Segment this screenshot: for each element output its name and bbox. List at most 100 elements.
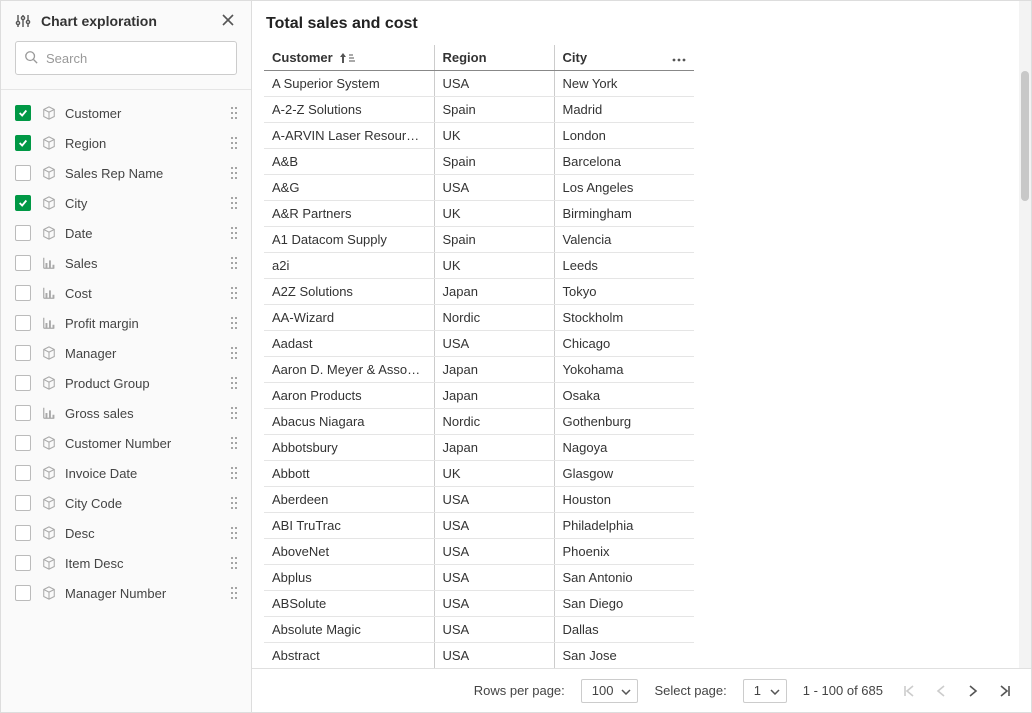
field-row[interactable]: Desc: [1, 518, 251, 548]
table-row[interactable]: ABI TruTracUSAPhiladelphia: [264, 513, 694, 539]
field-row[interactable]: Manager Number: [1, 578, 251, 608]
column-header-customer[interactable]: Customer: [264, 45, 434, 71]
search-input[interactable]: [44, 50, 228, 67]
field-row[interactable]: Cost: [1, 278, 251, 308]
checkbox[interactable]: [15, 345, 31, 361]
field-row[interactable]: City: [1, 188, 251, 218]
table-row[interactable]: A1 Datacom SupplySpainValencia: [264, 227, 694, 253]
field-row[interactable]: Sales Rep Name: [1, 158, 251, 188]
checkbox[interactable]: [15, 105, 31, 121]
next-page-button[interactable]: [963, 681, 983, 701]
table-row[interactable]: AberdeenUSAHouston: [264, 487, 694, 513]
checkbox[interactable]: [15, 525, 31, 541]
table-row[interactable]: ABSoluteUSASan Diego: [264, 591, 694, 617]
checkbox[interactable]: [15, 555, 31, 571]
field-row[interactable]: Date: [1, 218, 251, 248]
drag-handle-icon[interactable]: [227, 466, 241, 480]
table-scroll[interactable]: Customer Region: [264, 45, 1019, 668]
checkbox[interactable]: [15, 495, 31, 511]
field-row[interactable]: Profit margin: [1, 308, 251, 338]
dimension-icon: [41, 195, 57, 211]
table-row[interactable]: AadastUSAChicago: [264, 331, 694, 357]
table-row[interactable]: A2Z SolutionsJapanTokyo: [264, 279, 694, 305]
checkbox[interactable]: [15, 435, 31, 451]
table-row[interactable]: a2iUKLeeds: [264, 253, 694, 279]
drag-handle-icon[interactable]: [227, 106, 241, 120]
field-label: City: [65, 196, 227, 211]
last-page-button[interactable]: [995, 681, 1015, 701]
field-row[interactable]: Gross sales: [1, 398, 251, 428]
cell-region: USA: [434, 643, 554, 669]
field-row[interactable]: Region: [1, 128, 251, 158]
drag-handle-icon[interactable]: [227, 556, 241, 570]
checkbox[interactable]: [15, 585, 31, 601]
cell-city: Birmingham: [554, 201, 694, 227]
field-row[interactable]: City Code: [1, 488, 251, 518]
checkbox[interactable]: [15, 315, 31, 331]
table-row[interactable]: A&GUSALos Angeles: [264, 175, 694, 201]
column-header-region[interactable]: Region: [434, 45, 554, 71]
table-row[interactable]: Aaron D. Meyer & AssociatesJapanYokohama: [264, 357, 694, 383]
field-row[interactable]: Item Desc: [1, 548, 251, 578]
select-page-select[interactable]: 1: [743, 679, 787, 703]
table-row[interactable]: A-ARVIN Laser ResourcesUKLondon: [264, 123, 694, 149]
table-row[interactable]: AbbotsburyJapanNagoya: [264, 435, 694, 461]
rows-per-page-select[interactable]: 100: [581, 679, 639, 703]
checkbox[interactable]: [15, 225, 31, 241]
more-icon[interactable]: [672, 50, 686, 65]
checkbox[interactable]: [15, 465, 31, 481]
table-row[interactable]: AboveNetUSAPhoenix: [264, 539, 694, 565]
table-row[interactable]: A&R PartnersUKBirmingham: [264, 201, 694, 227]
drag-handle-icon[interactable]: [227, 316, 241, 330]
table-row[interactable]: AbplusUSASan Antonio: [264, 565, 694, 591]
field-row[interactable]: Sales: [1, 248, 251, 278]
table-row[interactable]: A-2-Z SolutionsSpainMadrid: [264, 97, 694, 123]
field-label: Manager: [65, 346, 227, 361]
first-page-button[interactable]: [899, 681, 919, 701]
table-row[interactable]: Absolute MagicUSADallas: [264, 617, 694, 643]
drag-handle-icon[interactable]: [227, 286, 241, 300]
field-row[interactable]: Product Group: [1, 368, 251, 398]
drag-handle-icon[interactable]: [227, 166, 241, 180]
drag-handle-icon[interactable]: [227, 586, 241, 600]
field-row[interactable]: Manager: [1, 338, 251, 368]
table-row[interactable]: Abacus NiagaraNordicGothenburg: [264, 409, 694, 435]
drag-handle-icon[interactable]: [227, 256, 241, 270]
table-row[interactable]: AbbottUKGlasgow: [264, 461, 694, 487]
table-row[interactable]: A Superior SystemUSANew York: [264, 71, 694, 97]
checkbox[interactable]: [15, 375, 31, 391]
checkbox[interactable]: [15, 135, 31, 151]
drag-handle-icon[interactable]: [227, 136, 241, 150]
drag-handle-icon[interactable]: [227, 526, 241, 540]
scrollbar[interactable]: [1019, 1, 1031, 668]
field-label: Customer Number: [65, 436, 227, 451]
drag-handle-icon[interactable]: [227, 436, 241, 450]
drag-handle-icon[interactable]: [227, 346, 241, 360]
cell-region: Japan: [434, 279, 554, 305]
field-label: Profit margin: [65, 316, 227, 331]
table-row[interactable]: Aaron ProductsJapanOsaka: [264, 383, 694, 409]
checkbox[interactable]: [15, 255, 31, 271]
checkbox[interactable]: [15, 285, 31, 301]
scrollbar-thumb[interactable]: [1021, 71, 1029, 201]
search-box[interactable]: [15, 41, 237, 75]
prev-page-button[interactable]: [931, 681, 951, 701]
table-row[interactable]: A&BSpainBarcelona: [264, 149, 694, 175]
checkbox[interactable]: [15, 195, 31, 211]
field-row[interactable]: Invoice Date: [1, 458, 251, 488]
drag-handle-icon[interactable]: [227, 406, 241, 420]
drag-handle-icon[interactable]: [227, 226, 241, 240]
column-header-city[interactable]: City: [554, 45, 694, 71]
field-row[interactable]: Customer: [1, 98, 251, 128]
drag-handle-icon[interactable]: [227, 496, 241, 510]
drag-handle-icon[interactable]: [227, 196, 241, 210]
drag-handle-icon[interactable]: [227, 376, 241, 390]
close-icon[interactable]: [221, 13, 237, 29]
table-row[interactable]: AbstractUSASan Jose: [264, 643, 694, 669]
field-row[interactable]: Customer Number: [1, 428, 251, 458]
table-row[interactable]: AA-WizardNordicStockholm: [264, 305, 694, 331]
checkbox[interactable]: [15, 405, 31, 421]
checkbox[interactable]: [15, 165, 31, 181]
cell-region: Japan: [434, 357, 554, 383]
field-list: CustomerRegionSales Rep Name City DateSale…: [1, 90, 251, 712]
